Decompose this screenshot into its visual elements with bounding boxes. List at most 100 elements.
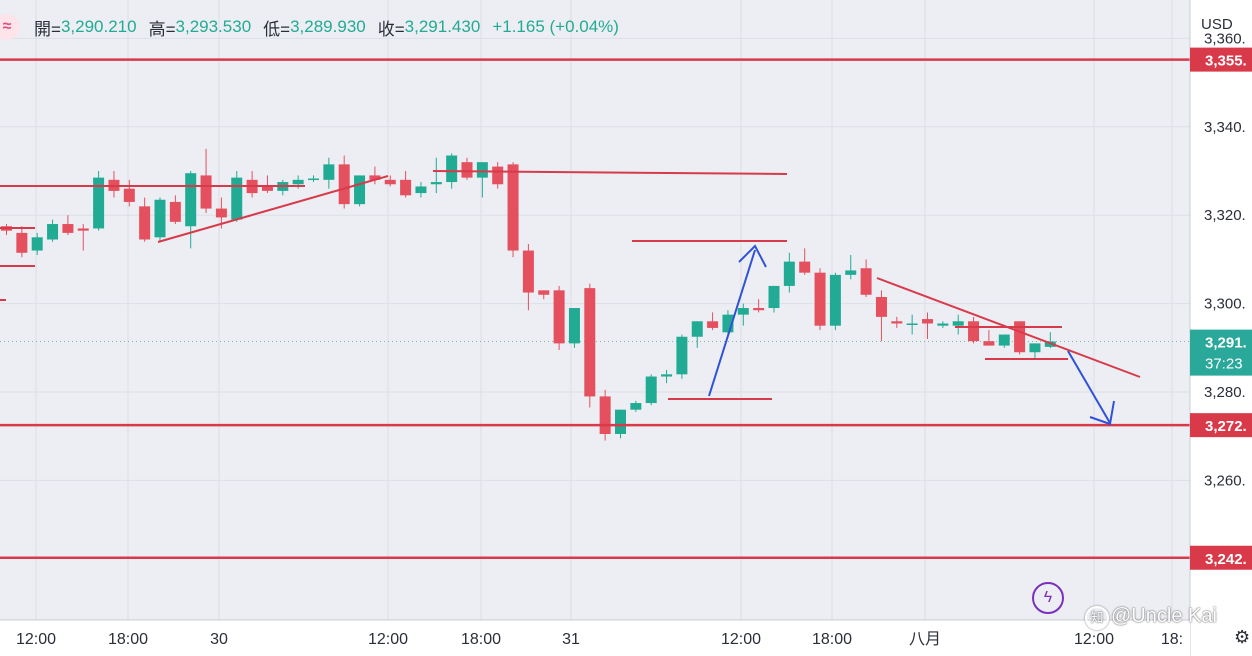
candle-body [783, 261, 795, 286]
candle-body [922, 319, 933, 324]
time-tick-label: 30 [210, 631, 228, 648]
candle [1029, 343, 1041, 359]
time-tick-label: 18:00 [108, 631, 148, 648]
candle-body [768, 285, 780, 309]
candle [998, 334, 1010, 348]
time-tick-label: 18:00 [461, 631, 501, 648]
candle-body [292, 179, 304, 185]
candle [599, 389, 611, 441]
time-tick-label: 八月 [909, 631, 941, 648]
drawings [0, 58, 1190, 559]
candle-body [845, 270, 857, 275]
price-label-box [1190, 47, 1252, 72]
candle-body [323, 164, 335, 180]
settings-icon[interactable]: ⚙ [1234, 627, 1251, 647]
candle-body [215, 208, 227, 218]
price-label-text: 3,355. [1205, 53, 1247, 70]
candle [522, 243, 534, 311]
price-tick-label: 3,340. [1204, 119, 1246, 136]
candle-body [231, 177, 243, 220]
candle-body [1029, 343, 1041, 353]
candle-body [952, 321, 964, 326]
candle-body [829, 274, 841, 326]
candle-body [630, 403, 642, 410]
price-tick-label: 3,360. [1204, 30, 1246, 47]
candle-body [538, 290, 550, 295]
price-label-text: 3,242. [1205, 551, 1247, 568]
low-label: 低= [263, 19, 291, 39]
candle [415, 182, 427, 198]
candle-body [461, 162, 473, 178]
candle [829, 272, 841, 331]
candle-body [261, 186, 273, 191]
candle [645, 374, 657, 406]
candle [492, 162, 504, 189]
candle-body [998, 334, 1010, 346]
candle [553, 285, 565, 351]
candle [231, 171, 243, 222]
candle [77, 224, 89, 251]
candle [783, 252, 795, 293]
candle-body [62, 224, 74, 233]
candle [799, 248, 811, 275]
countdown-label: 37:23 [1205, 356, 1243, 373]
high-value: 3,293.530 [175, 17, 252, 36]
zhihu-icon: 知 [1085, 606, 1109, 630]
high-label: 高= [148, 19, 176, 39]
candle [661, 369, 673, 384]
lightning-icon[interactable]: ϟ [1032, 582, 1064, 614]
candle [16, 226, 28, 258]
candle-body [77, 228, 89, 231]
candle [461, 157, 473, 180]
candle-body [568, 308, 580, 344]
candle [937, 321, 949, 328]
price-tick-label: 3,300. [1204, 296, 1246, 313]
candle-body [354, 175, 366, 205]
candle [430, 157, 442, 194]
candle [323, 157, 335, 189]
candle-body [799, 261, 811, 273]
candle-body [338, 164, 350, 205]
wave-icon[interactable]: ≈ [0, 14, 20, 40]
candle [200, 148, 212, 213]
open-value: 3,290.210 [60, 17, 137, 36]
close-label: 收= [377, 19, 405, 39]
candle-body [599, 396, 611, 434]
time-tick-label: 18: [1161, 631, 1183, 648]
time-tick-label: 12:00 [721, 631, 761, 648]
candle [922, 312, 933, 339]
candle-body [707, 321, 719, 328]
candle-body [446, 155, 458, 183]
watermark-text: @Uncle Kai [1111, 605, 1217, 627]
price-label-text: 3,272. [1205, 418, 1247, 435]
candle [584, 283, 596, 408]
candle-body [906, 323, 918, 325]
candle [169, 195, 181, 225]
candle-body [860, 268, 872, 295]
candle [47, 219, 59, 242]
candle [123, 179, 135, 207]
candle-body [983, 341, 995, 346]
time-tick-label: 12:00 [1074, 631, 1114, 648]
candle [722, 310, 734, 335]
ohlc-legend: ≈ 開= 3,290.210 高= 3,293.530 低= 3,289.930 收=… [0, 14, 619, 40]
candle [93, 171, 105, 231]
price-tick-label: 3,320. [1204, 207, 1246, 224]
candle-body [522, 250, 534, 293]
candle [968, 316, 980, 344]
candle-body [937, 323, 949, 326]
currency-label[interactable]: USD [1201, 16, 1233, 33]
candle [814, 268, 826, 331]
candle [676, 334, 688, 379]
candle [369, 166, 381, 185]
candle-body [615, 409, 626, 434]
candle [768, 285, 780, 313]
candle [139, 197, 151, 242]
open-label: 開= [34, 19, 61, 39]
candle [185, 171, 197, 249]
up-arrow-head [738, 244, 767, 268]
candle [875, 290, 887, 342]
candle-body [93, 177, 105, 229]
candle-body [507, 164, 519, 251]
